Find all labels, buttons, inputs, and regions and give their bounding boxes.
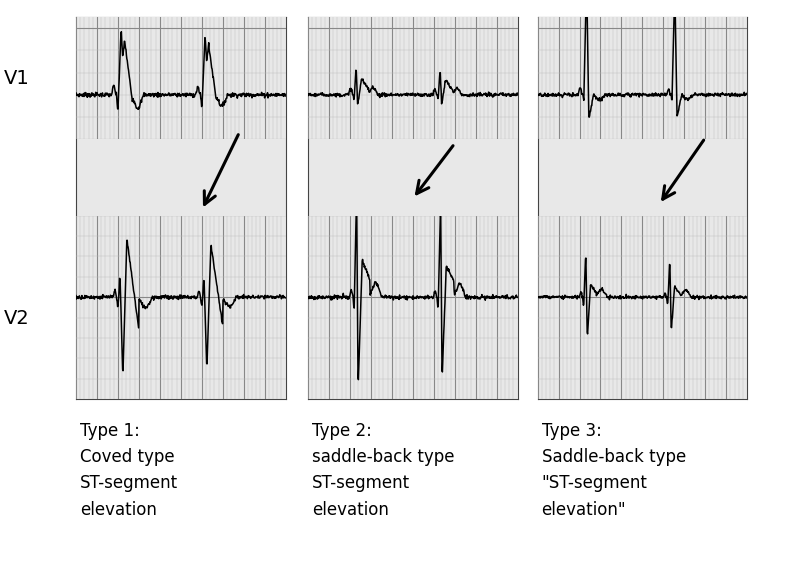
Text: Type 2:
saddle-back type
ST-segment
elevation: Type 2: saddle-back type ST-segment elev… — [312, 422, 454, 519]
Text: Type 3:
Saddle-back type
"ST-segment
elevation": Type 3: Saddle-back type "ST-segment ele… — [542, 422, 686, 519]
Text: Type 1:
Coved type
ST-segment
elevation: Type 1: Coved type ST-segment elevation — [80, 422, 178, 519]
Text: V2: V2 — [4, 309, 30, 328]
Text: V1: V1 — [4, 68, 30, 88]
